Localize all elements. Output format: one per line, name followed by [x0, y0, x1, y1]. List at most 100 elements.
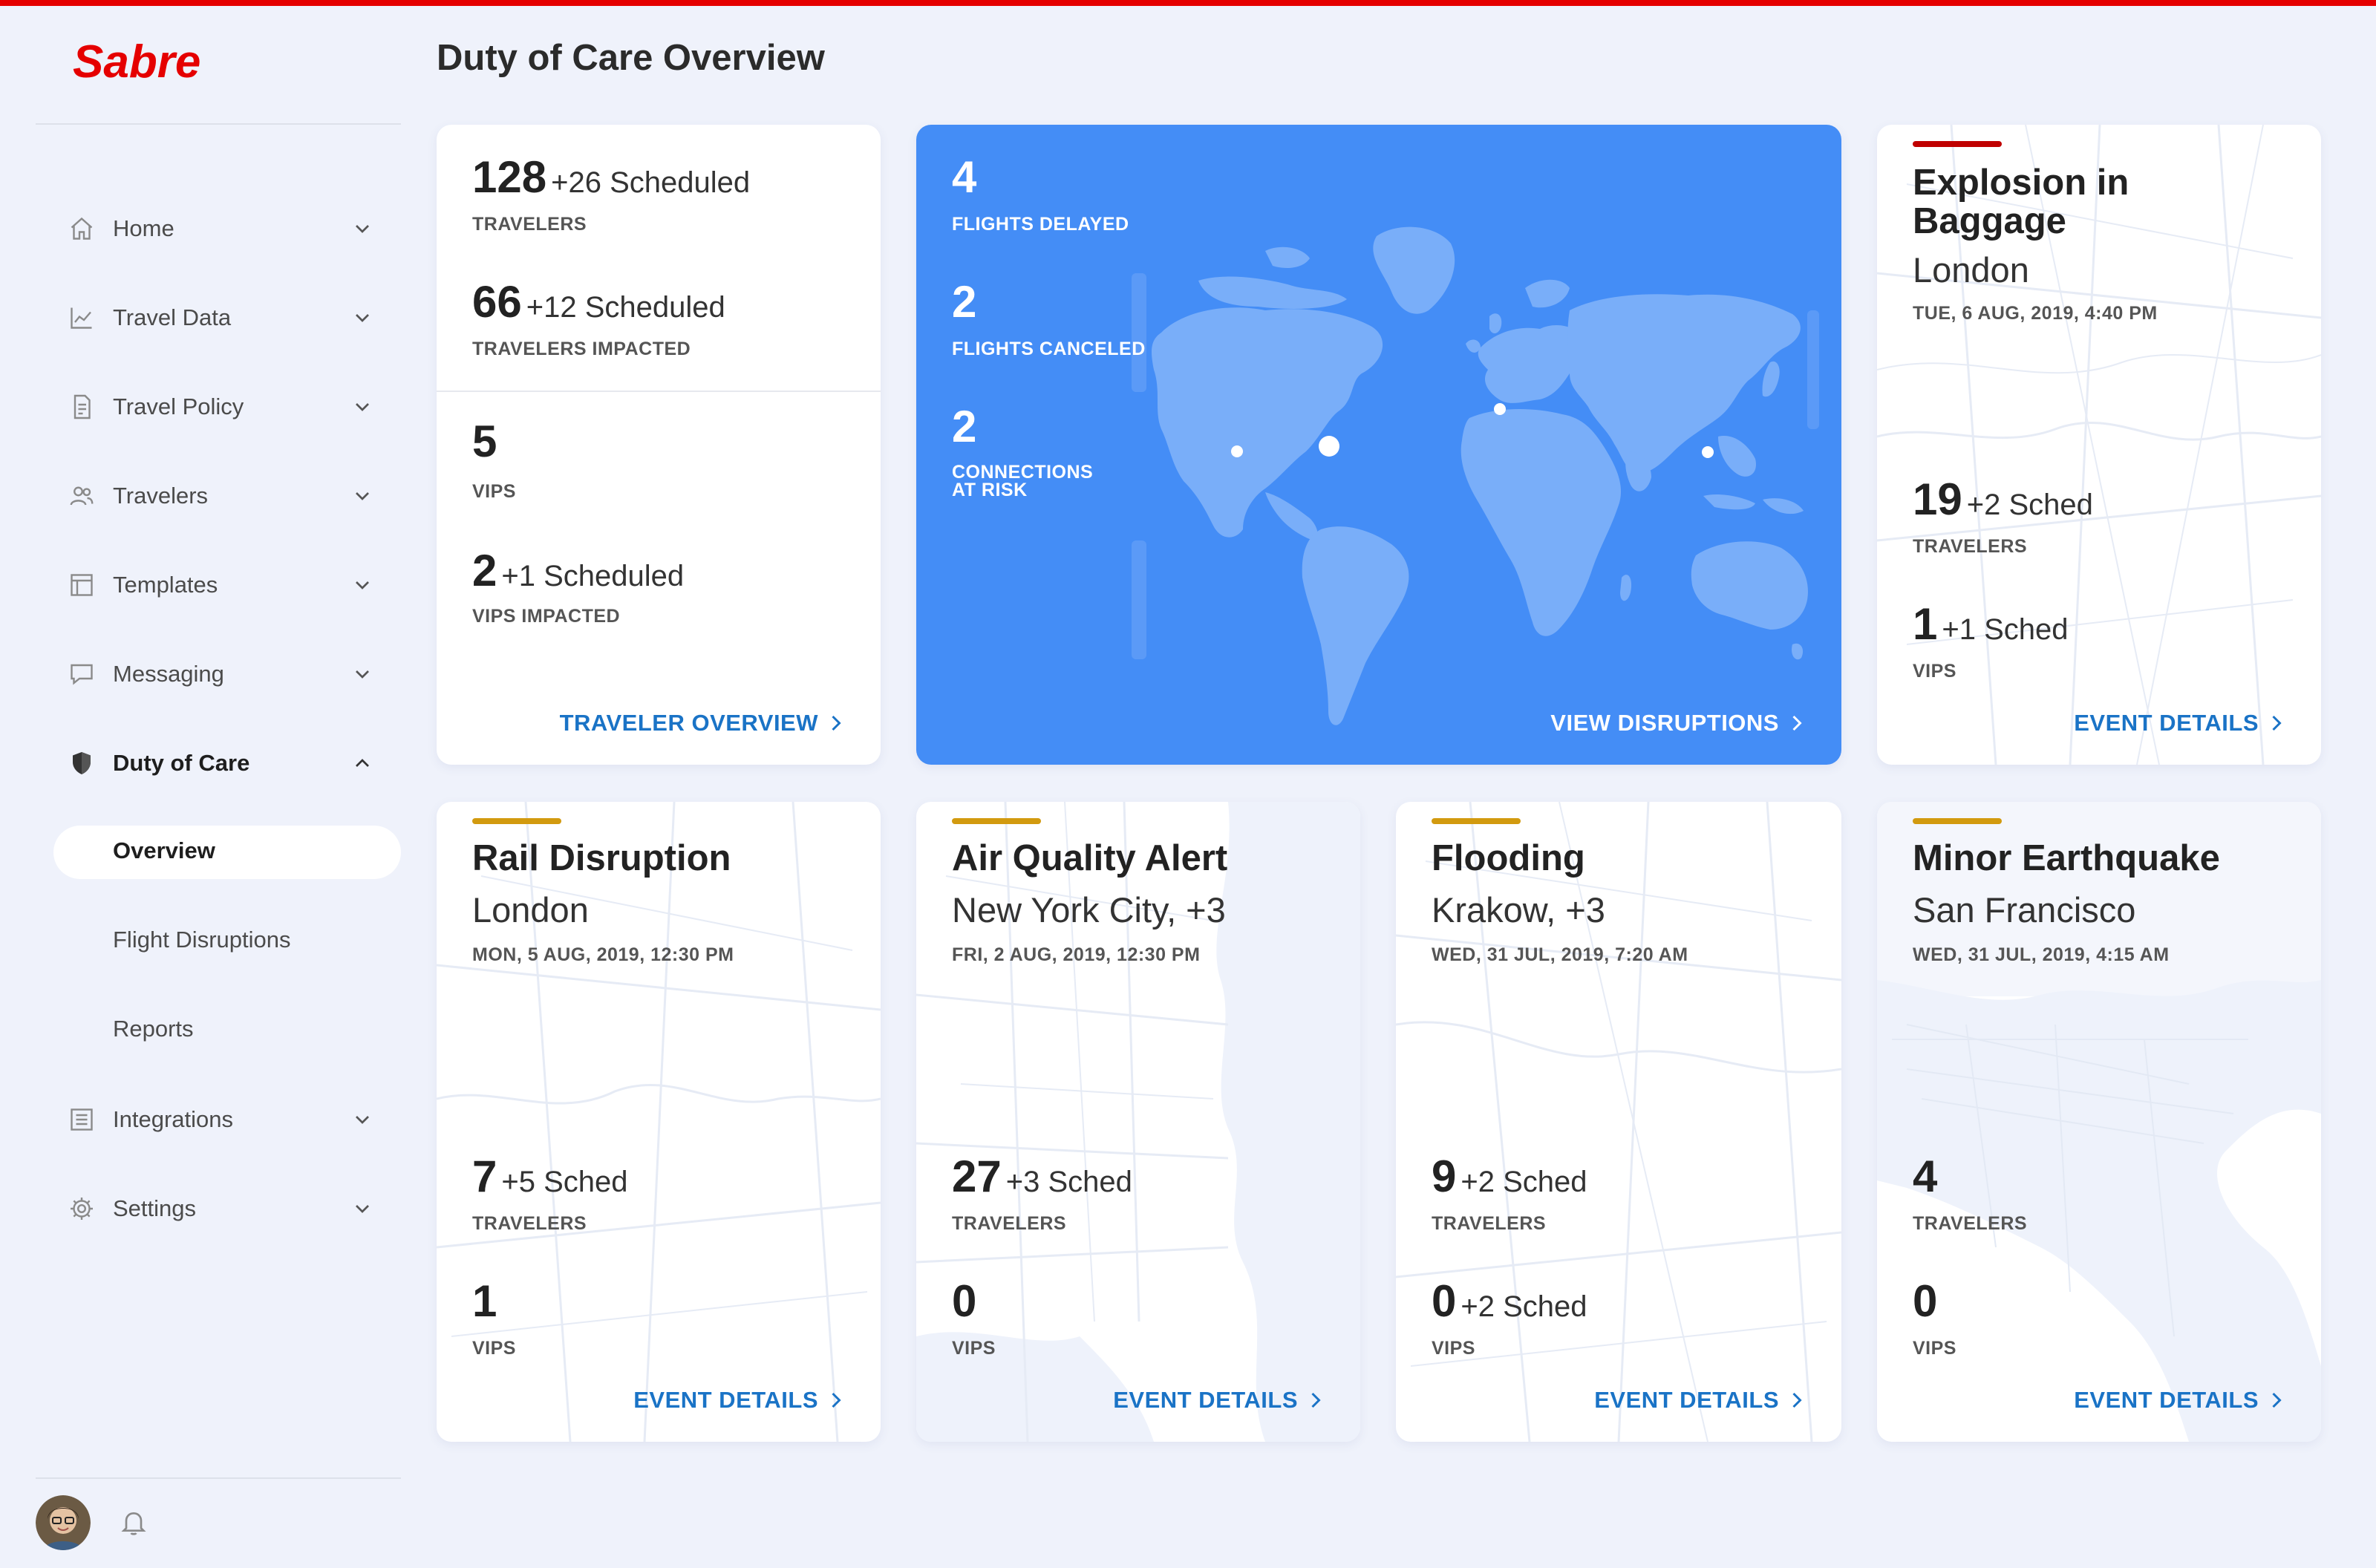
chevron-down-icon[interactable]: [350, 217, 374, 241]
sidebar-item-travel-policy[interactable]: Travel Policy: [36, 362, 401, 451]
event-travelers-label: TRAVELERS: [952, 1213, 1067, 1234]
sidebar-subitem-flight-disruptions[interactable]: Flight Disruptions: [36, 897, 401, 986]
event-date: MON, 5 AUG, 2019, 12:30 PM: [472, 944, 734, 965]
sidebar-subitem-label: Flight Disruptions: [113, 927, 291, 953]
event-vips-count: 0: [1432, 1276, 1457, 1326]
chevron-down-icon[interactable]: [350, 395, 374, 419]
chevron-right-icon: [832, 715, 841, 731]
severity-accent-bar: [1432, 818, 1521, 824]
event-title: Rail Disruption: [472, 838, 731, 878]
shield-icon: [73, 752, 91, 774]
event-vips-label: VIPS: [1913, 1338, 1956, 1359]
chevron-right-icon: [1792, 715, 1802, 731]
chevron-down-icon[interactable]: [350, 306, 374, 330]
event-travelers-count: 19: [1913, 474, 1962, 524]
event-date: FRI, 2 AUG, 2019, 12:30 PM: [952, 944, 1201, 965]
event-travelers-scheduled: +5 Sched: [501, 1166, 628, 1198]
event-vips-count: 1: [472, 1276, 497, 1326]
traveler-overview-link[interactable]: TRAVELER OVERVIEW: [560, 710, 843, 736]
event-travelers-stat: 27 +3 Sched: [952, 1151, 1132, 1202]
sidebar-divider: [36, 123, 401, 125]
event-travelers-count: 7: [472, 1152, 497, 1201]
chevron-down-icon[interactable]: [350, 573, 374, 597]
event-vips-stat: 0 +2 Sched: [1432, 1275, 1587, 1327]
connections-count: 2: [952, 402, 977, 451]
chevron-right-icon: [1792, 1392, 1802, 1408]
event-card-earthquake: Minor Earthquake San Francisco WED, 31 J…: [1877, 802, 2321, 1442]
bell-icon[interactable]: [119, 1507, 148, 1537]
flights-canceled-count: 2: [952, 277, 977, 327]
event-date: WED, 31 JUL, 2019, 4:15 AM: [1913, 944, 2170, 965]
vips-impacted-count: 2: [472, 546, 497, 595]
sidebar-item-integrations[interactable]: Integrations: [36, 1075, 401, 1164]
connections-label-line1: CONNECTIONS: [952, 462, 1094, 483]
map-background: [1877, 125, 2321, 765]
selected-pill: [53, 826, 401, 879]
connections-stat: 2: [952, 401, 976, 452]
event-travelers-label: TRAVELERS: [1432, 1213, 1547, 1234]
sidebar-subitem-label: Overview: [113, 837, 215, 863]
flights-canceled-label: FLIGHTS CANCELED: [952, 339, 1146, 359]
event-details-link[interactable]: EVENT DETAILS: [2074, 710, 2284, 736]
sidebar-item-templates[interactable]: Templates: [36, 540, 401, 630]
map-background: [437, 802, 881, 1442]
chevron-down-icon[interactable]: [350, 1108, 374, 1131]
sidebar-item-home[interactable]: Home: [36, 184, 401, 273]
flights-delayed-label: FLIGHTS DELAYED: [952, 214, 1129, 235]
severity-accent-bar: [952, 818, 1041, 824]
event-vips-scheduled: +1 Sched: [1942, 613, 2069, 646]
sidebar-item-messaging[interactable]: Messaging: [36, 630, 401, 719]
event-travelers-label: TRAVELERS: [1913, 1213, 2028, 1234]
link-label: EVENT DETAILS: [1594, 1387, 1779, 1413]
travelers-impacted-scheduled: +12 Scheduled: [526, 291, 725, 324]
chevron-down-icon[interactable]: [350, 1197, 374, 1221]
sidebar-item-travel-data[interactable]: Travel Data: [36, 273, 401, 362]
event-details-link[interactable]: EVENT DETAILS: [1113, 1387, 1323, 1414]
chart-line-icon: [71, 307, 92, 329]
travelers-impacted-stat: 66 +12 Scheduled: [472, 276, 725, 327]
event-location: London: [472, 890, 589, 930]
sidebar-subitem-overview[interactable]: Overview: [36, 808, 401, 897]
sidebar-item-duty-of-care[interactable]: Duty of Care: [36, 719, 401, 808]
chevron-down-icon[interactable]: [350, 484, 374, 508]
event-vips-count: 1: [1913, 599, 1938, 649]
event-location: New York City, +3: [952, 890, 1226, 930]
event-location: Krakow, +3: [1432, 890, 1605, 930]
sidebar-item-label: Travel Policy: [113, 393, 244, 419]
chevron-down-icon[interactable]: [350, 662, 374, 686]
svg-text:Sabre: Sabre: [73, 36, 200, 88]
sidebar-item-label: Travelers: [113, 483, 209, 509]
event-location: London: [1913, 250, 2029, 290]
sidebar-item-travelers[interactable]: Travelers: [36, 451, 401, 540]
chevron-right-icon: [1311, 1392, 1321, 1408]
avatar[interactable]: [36, 1495, 91, 1550]
chat-icon: [71, 664, 93, 685]
event-details-link[interactable]: EVENT DETAILS: [1594, 1387, 1804, 1414]
view-disruptions-link[interactable]: VIEW DISRUPTIONS: [1550, 710, 1804, 736]
event-vips-stat: 1 +1 Sched: [1913, 598, 2069, 650]
travelers-scheduled: +26 Scheduled: [551, 166, 751, 199]
sidebar-item-settings[interactable]: Settings: [36, 1164, 401, 1253]
chevron-up-icon[interactable]: [350, 751, 374, 775]
connections-label-line2: AT RISK: [952, 480, 1028, 500]
event-title: Air Quality Alert: [952, 838, 1228, 878]
event-title-line2: Baggage: [1913, 201, 2066, 241]
flights-delayed-count: 4: [952, 152, 977, 202]
event-vips-label: VIPS: [1913, 661, 1956, 682]
event-vips-scheduled: +2 Sched: [1460, 1290, 1587, 1323]
event-details-link[interactable]: EVENT DETAILS: [633, 1387, 843, 1414]
sidebar-item-label: Settings: [113, 1195, 197, 1221]
sabre-logo[interactable]: Sabre: [71, 31, 227, 94]
event-vips-count: 0: [952, 1276, 977, 1326]
travelers-impacted-count: 66: [472, 277, 522, 327]
map-background: [916, 802, 1360, 1442]
map-background: [1877, 802, 2321, 1442]
event-card-air-quality: Air Quality Alert New York City, +3 FRI,…: [916, 802, 1360, 1442]
sidebar-subitem-label: Reports: [113, 1016, 194, 1042]
travelers-stat: 128 +26 Scheduled: [472, 151, 750, 203]
event-details-link[interactable]: EVENT DETAILS: [2074, 1387, 2284, 1414]
sidebar-subitem-reports[interactable]: Reports: [36, 986, 401, 1075]
event-travelers-stat: 7 +5 Sched: [472, 1151, 628, 1202]
severity-accent-bar: [1913, 818, 2002, 824]
event-travelers-stat: 4: [1913, 1151, 1942, 1202]
